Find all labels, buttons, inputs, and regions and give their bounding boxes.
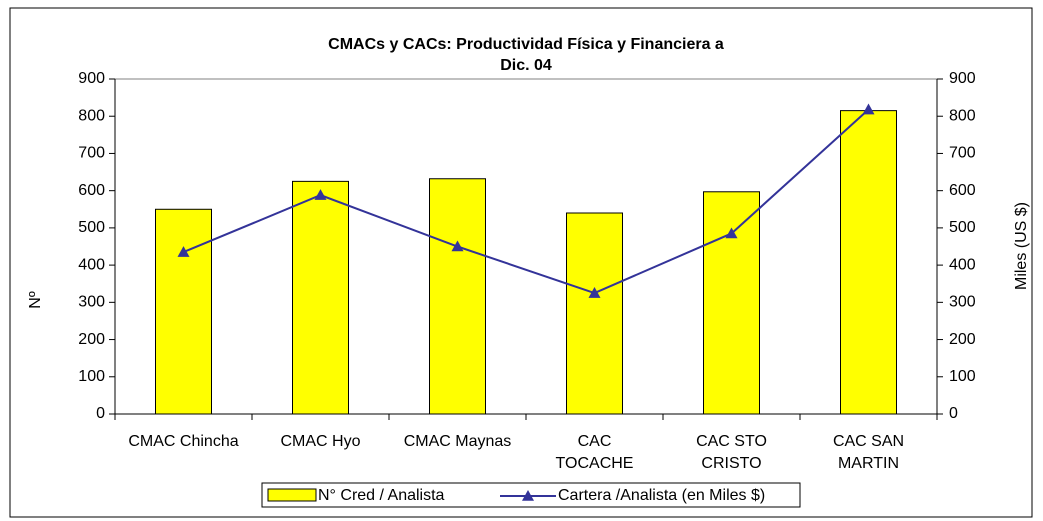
line xyxy=(183,108,870,295)
y2-tick-label: 600 xyxy=(949,182,976,199)
bar xyxy=(703,191,760,415)
chart-title: CMACs y CACs: Productividad Física y Fin… xyxy=(328,36,724,53)
x-tick-label: CMAC Chincha xyxy=(128,433,238,450)
line-marker xyxy=(725,227,738,239)
x-tick-label: CRISTO xyxy=(701,455,761,472)
y2-tick-label: 200 xyxy=(949,331,976,348)
line-marker xyxy=(177,246,190,257)
y-tick-label: 200 xyxy=(78,331,105,348)
x-tick-label: CAC STO xyxy=(696,433,767,450)
x-tick-label: TOCACHE xyxy=(556,455,634,472)
y-tick-label: 100 xyxy=(78,368,105,385)
x-tick-label: CAC SAN xyxy=(833,433,904,450)
y-tick-label: 600 xyxy=(78,182,105,199)
x-tick-label: MARTIN xyxy=(838,455,899,472)
y2-tick-label: 800 xyxy=(949,107,976,124)
line-marker xyxy=(314,189,327,200)
y-tick-label: 700 xyxy=(78,145,105,162)
bar xyxy=(566,212,623,415)
legend-swatch xyxy=(522,490,534,501)
y-tick-label: 900 xyxy=(78,70,105,87)
y2-tick-label: 400 xyxy=(949,256,976,273)
line-marker xyxy=(588,287,601,298)
chart-title: Dic. 04 xyxy=(500,57,552,74)
x-tick-label: CAC xyxy=(578,433,612,450)
y-tick-label: 300 xyxy=(78,294,105,311)
legend-swatch xyxy=(267,488,317,502)
bar xyxy=(292,180,349,415)
line-marker xyxy=(862,103,875,115)
y2-tick-label: 100 xyxy=(949,368,976,385)
bar xyxy=(429,178,486,415)
legend-label: N° Cred / Analista xyxy=(318,487,445,504)
y2-tick-label: 500 xyxy=(949,219,976,236)
y-tick-label: 400 xyxy=(78,256,105,273)
legend-label: Cartera /Analista (en Miles $) xyxy=(558,487,765,504)
y-tick-label: 800 xyxy=(78,107,105,124)
y2-axis-title: Miles (US $) xyxy=(1013,202,1030,290)
line-marker xyxy=(451,240,464,252)
y2-tick-label: 900 xyxy=(949,70,976,87)
y-tick-label: 0 xyxy=(96,405,105,422)
bar xyxy=(840,110,897,415)
y-tick-label: 500 xyxy=(78,219,105,236)
y2-tick-label: 0 xyxy=(949,405,958,422)
x-tick-label: CMAC Maynas xyxy=(404,433,512,450)
y2-tick-label: 700 xyxy=(949,145,976,162)
y2-tick-label: 300 xyxy=(949,294,976,311)
x-tick-label: CMAC Hyo xyxy=(280,433,360,450)
plot-area xyxy=(114,78,938,415)
bar xyxy=(155,208,212,415)
y-axis-title: Nº xyxy=(27,291,44,309)
